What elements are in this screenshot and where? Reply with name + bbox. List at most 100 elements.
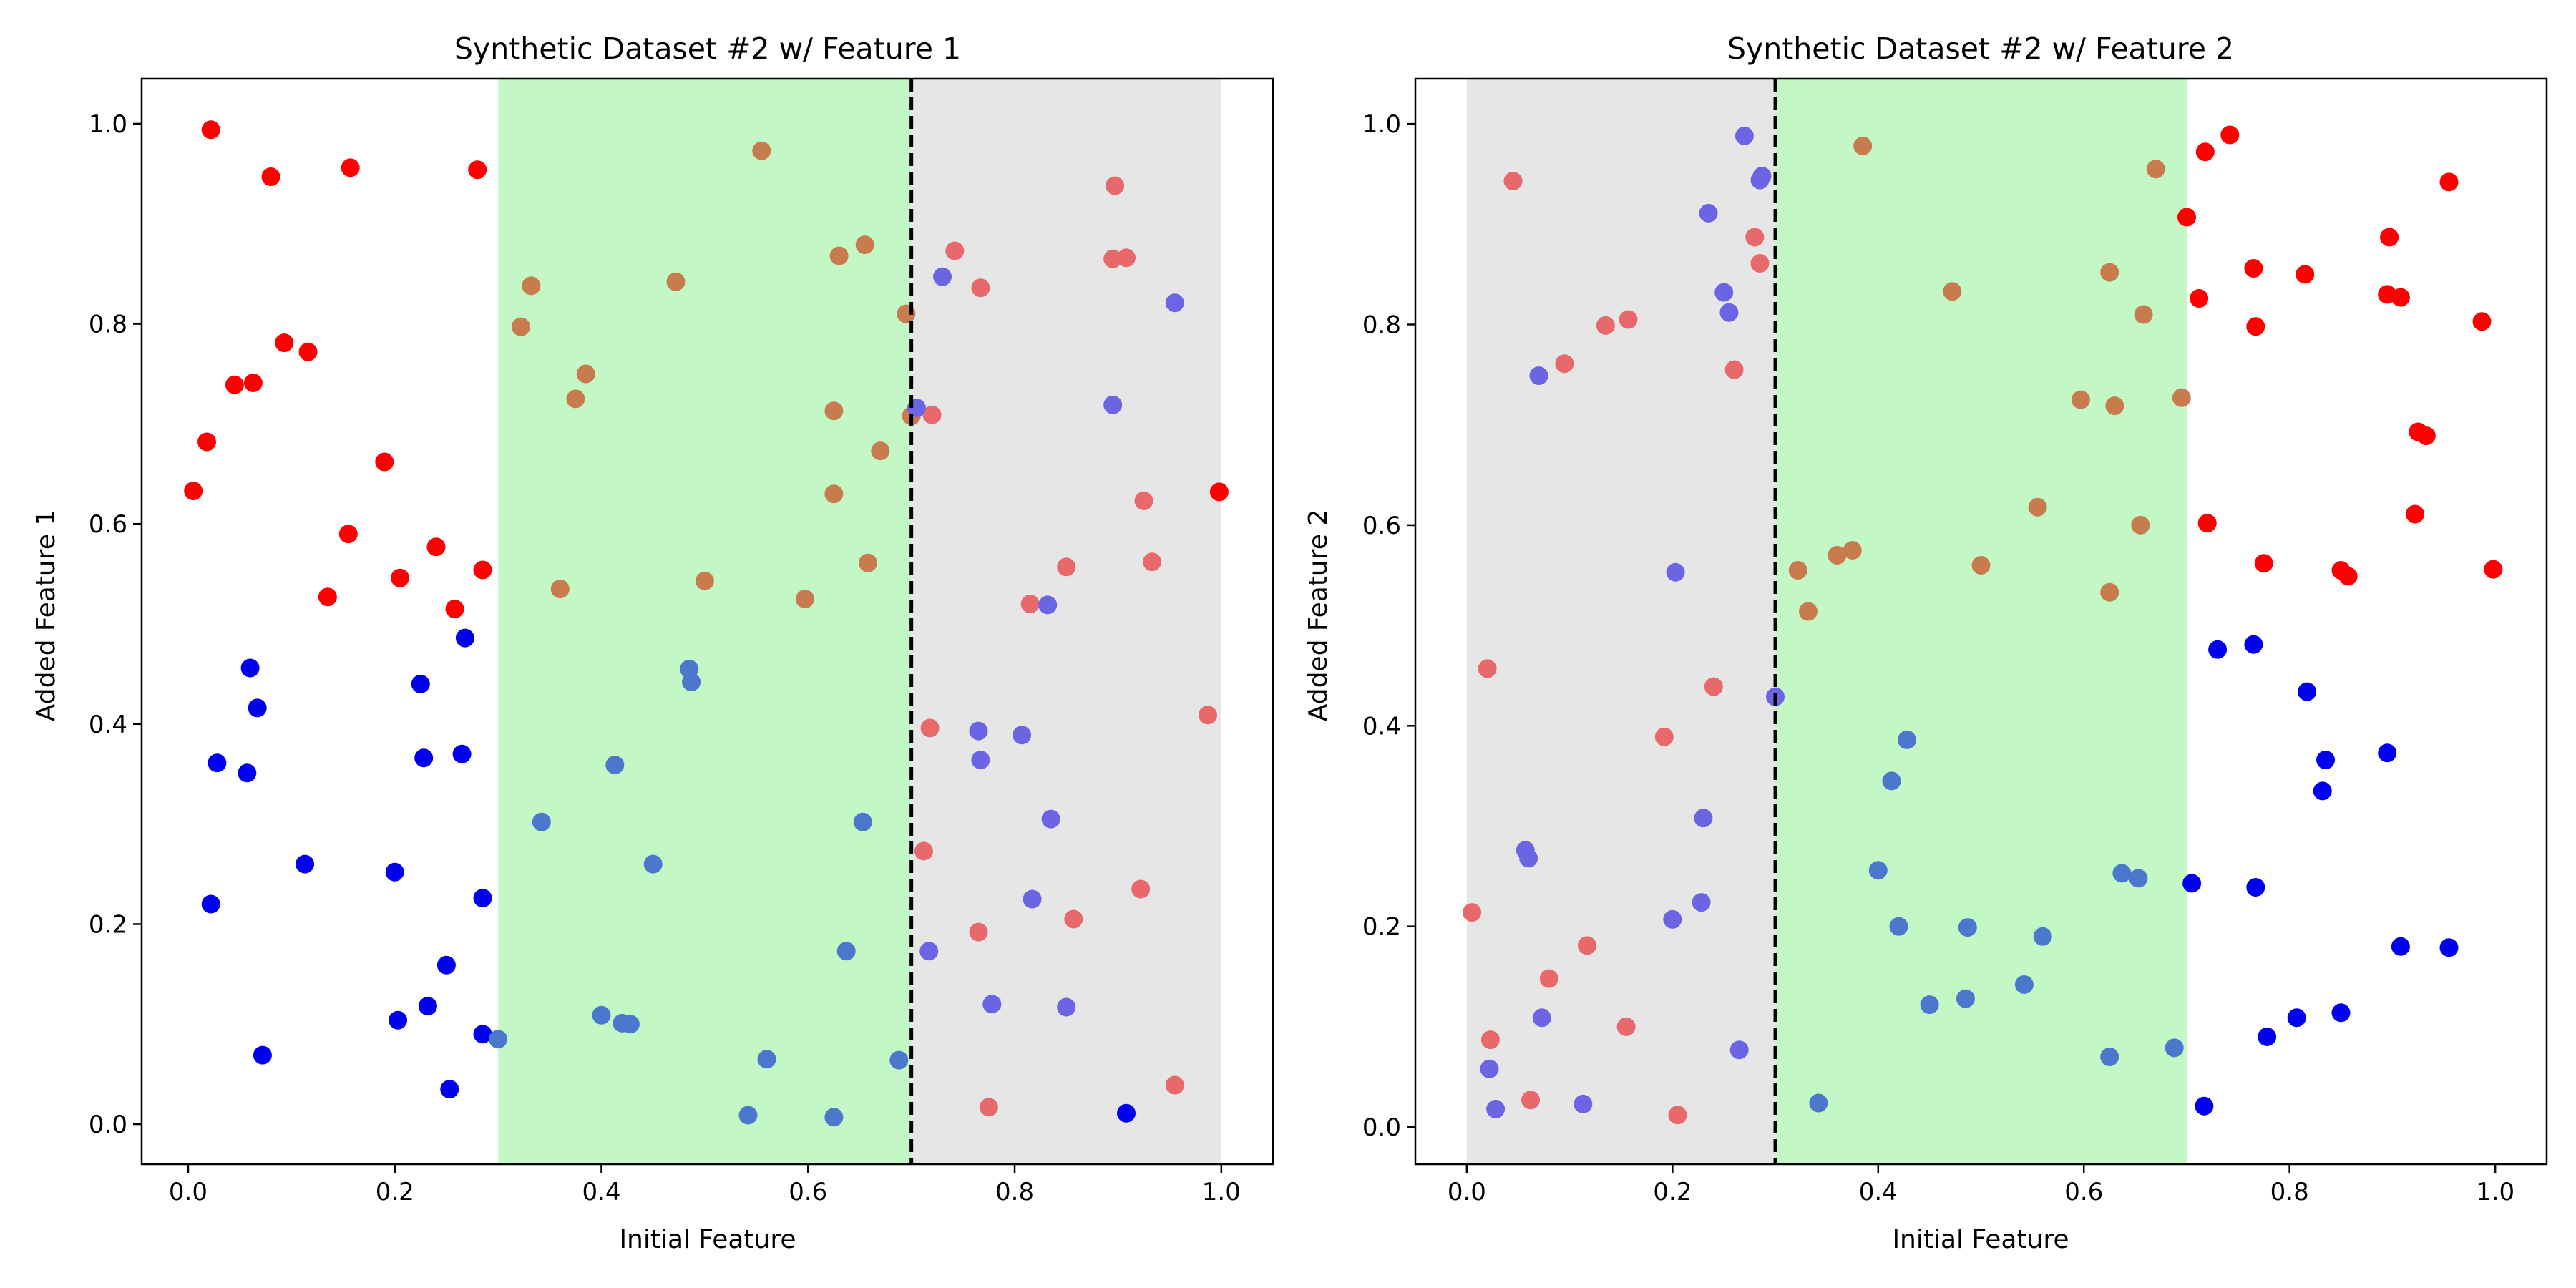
- y-tick-label: 0.2: [1362, 913, 1401, 942]
- data-point: [795, 590, 814, 608]
- data-point: [1719, 303, 1739, 322]
- y-axis-label: Added Feature 1: [31, 509, 61, 722]
- x-tick-label: 1.0: [2476, 1178, 2514, 1206]
- x-axis-label: Initial Feature: [1892, 1225, 2069, 1254]
- data-point: [969, 721, 988, 741]
- y-tick-label: 0.4: [89, 711, 127, 739]
- data-point: [418, 997, 437, 1016]
- data-point: [1745, 228, 1765, 247]
- data-point: [620, 1015, 640, 1034]
- highlight-band: [498, 79, 912, 1164]
- data-point: [2220, 125, 2240, 145]
- x-tick-label: 0.2: [1653, 1178, 1692, 1206]
- data-point: [385, 862, 404, 882]
- data-point: [1828, 546, 1847, 565]
- x-tick-label: 0.8: [2270, 1178, 2309, 1206]
- data-point: [389, 1010, 408, 1030]
- data-point: [1209, 482, 1229, 502]
- data-point: [2331, 1003, 2351, 1023]
- data-point: [2338, 567, 2358, 586]
- data-point: [2112, 864, 2132, 883]
- data-point: [1134, 492, 1153, 510]
- data-point: [2195, 142, 2215, 162]
- data-point: [2197, 514, 2217, 533]
- data-point: [1143, 552, 1162, 572]
- data-point: [2146, 160, 2165, 179]
- data-point: [1958, 918, 1977, 937]
- data-point: [411, 674, 430, 693]
- y-axis-label: Added Feature 2: [1304, 509, 1333, 722]
- data-point: [511, 317, 530, 336]
- data-point: [1165, 293, 1184, 313]
- data-point: [1799, 602, 1818, 621]
- x-tick-label: 0.4: [582, 1178, 620, 1206]
- data-point: [253, 1045, 272, 1065]
- data-point: [695, 571, 714, 590]
- data-point: [1868, 861, 1888, 880]
- data-point: [2244, 259, 2263, 278]
- data-point: [375, 452, 394, 472]
- data-point: [1057, 997, 1076, 1017]
- scatter-panel-feature-1: Synthetic Dataset #2 w/ Feature 1 Initia…: [31, 31, 1274, 1254]
- data-point: [1532, 1008, 1551, 1028]
- data-point: [1853, 136, 1873, 155]
- axes-frame: [1414, 77, 2548, 1166]
- data-point: [2439, 938, 2459, 957]
- chart-title: Synthetic Dataset #2 w/ Feature 1: [454, 31, 961, 66]
- y-tick-label: 0.0: [89, 1111, 127, 1139]
- data-point: [1103, 249, 1123, 268]
- data-point: [1038, 595, 1058, 615]
- data-point: [243, 374, 263, 392]
- data-point: [757, 1050, 776, 1069]
- x-tick-label: 0.4: [1859, 1178, 1898, 1206]
- data-point: [184, 482, 203, 500]
- data-point: [2254, 554, 2273, 573]
- data-point: [824, 484, 844, 504]
- data-point: [2439, 172, 2459, 192]
- data-point: [2131, 515, 2150, 535]
- data-point: [566, 389, 585, 409]
- data-point: [971, 751, 990, 770]
- data-point: [489, 1030, 508, 1049]
- data-point: [919, 942, 939, 961]
- data-point: [592, 1005, 611, 1025]
- data-point: [2177, 208, 2196, 227]
- data-point: [1041, 809, 1060, 829]
- data-point: [1809, 1093, 1828, 1113]
- data-point: [2100, 582, 2119, 602]
- data-point: [824, 1108, 844, 1127]
- data-point: [853, 812, 872, 831]
- data-point: [1103, 395, 1123, 414]
- data-point: [1131, 879, 1151, 899]
- data-point: [824, 401, 844, 421]
- data-point: [1666, 562, 1685, 582]
- data-point: [2100, 263, 2119, 282]
- y-tick-label: 0.6: [1362, 512, 1401, 540]
- data-point: [2472, 312, 2492, 331]
- data-point: [2182, 874, 2202, 893]
- data-point: [738, 1106, 758, 1125]
- data-point: [1843, 541, 1862, 560]
- data-point: [1064, 909, 1083, 929]
- data-point: [829, 246, 849, 265]
- data-point: [238, 763, 257, 783]
- data-point: [2208, 640, 2228, 659]
- data-point: [1735, 126, 1754, 145]
- data-point: [752, 141, 771, 160]
- data-point: [1699, 203, 1718, 223]
- data-point: [1486, 1099, 1506, 1118]
- data-point: [1750, 254, 1770, 273]
- data-point: [2246, 878, 2265, 897]
- data-point: [414, 748, 434, 768]
- data-point: [1920, 995, 1939, 1015]
- data-point: [1013, 726, 1032, 745]
- data-point: [1117, 1103, 1136, 1123]
- data-point: [201, 120, 220, 140]
- data-point: [452, 744, 472, 763]
- axes-frame: [140, 77, 1274, 1166]
- data-point: [275, 333, 294, 353]
- chart-title: Synthetic Dataset #2 w/ Feature 2: [1727, 31, 2234, 66]
- data-point: [605, 756, 625, 775]
- data-point: [2246, 317, 2265, 336]
